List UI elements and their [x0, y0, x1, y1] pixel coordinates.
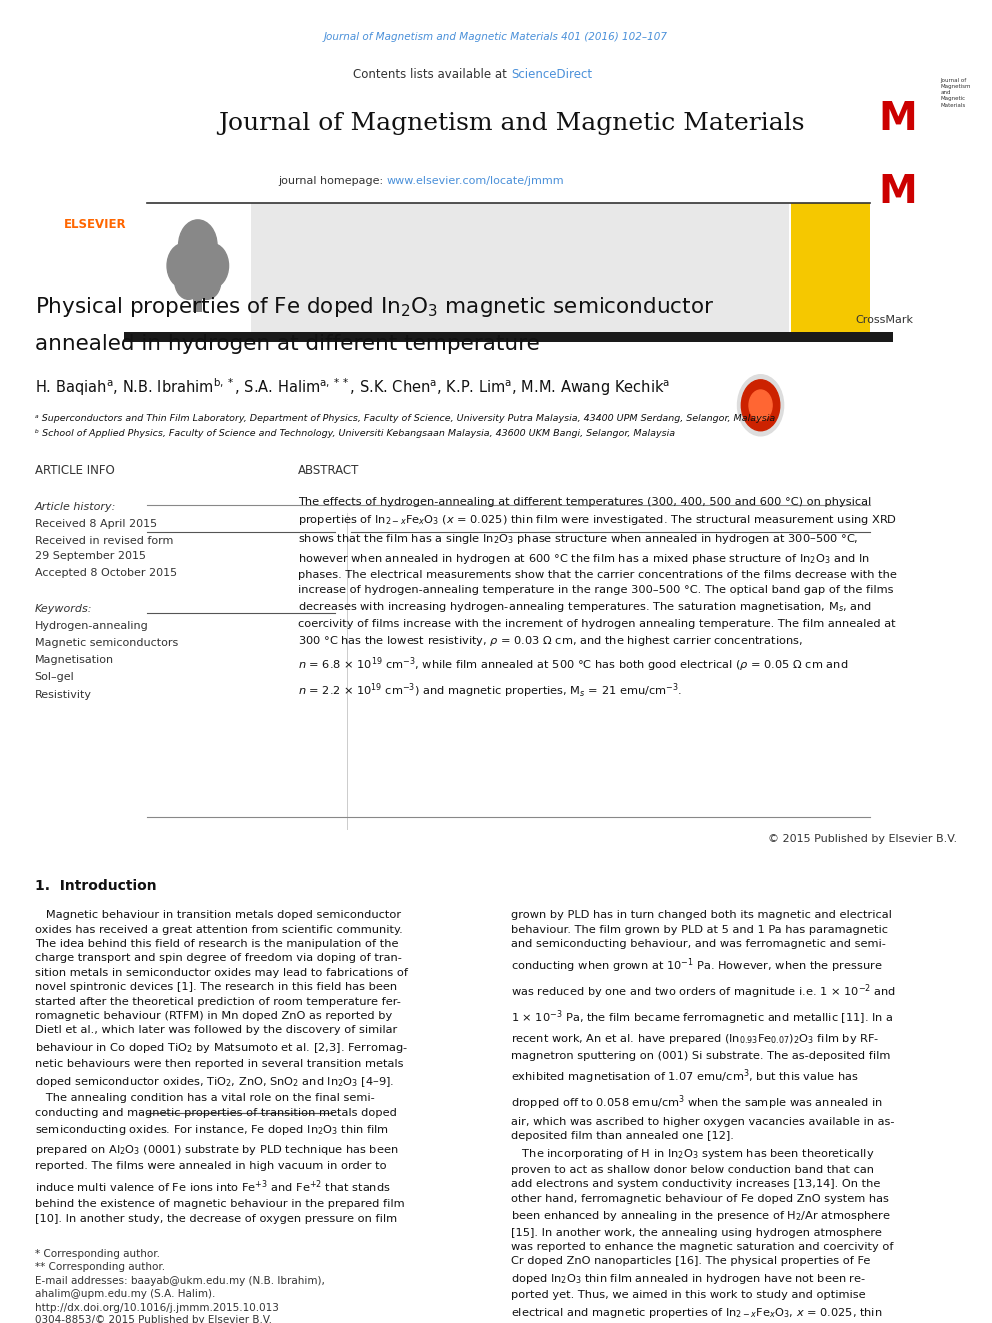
- Text: Sol–gel: Sol–gel: [35, 672, 74, 683]
- Text: * Corresponding author.: * Corresponding author.: [35, 1249, 160, 1259]
- Text: CrossMark: CrossMark: [855, 315, 913, 325]
- Text: Physical properties of Fe doped In$_2$O$_3$ magnetic semiconductor: Physical properties of Fe doped In$_2$O$…: [35, 295, 714, 319]
- Text: journal homepage:: journal homepage:: [278, 176, 387, 187]
- Text: Hydrogen-annealing: Hydrogen-annealing: [35, 620, 149, 631]
- Text: Received 8 April 2015: Received 8 April 2015: [35, 519, 157, 529]
- Text: Magnetic semiconductors: Magnetic semiconductors: [35, 638, 178, 648]
- Text: Magnetic behaviour in transition metals doped semiconductor
oxides has received : Magnetic behaviour in transition metals …: [35, 910, 408, 1224]
- Text: H. Baqiah$^{\rm a}$, N.B. Ibrahim$^{\rm b,*}$, S.A. Halim$^{\rm a,**}$, S.K. Che: H. Baqiah$^{\rm a}$, N.B. Ibrahim$^{\rm …: [35, 377, 670, 398]
- Text: ABSTRACT: ABSTRACT: [298, 464, 359, 478]
- Bar: [124, 332, 893, 343]
- Text: Contents lists available at: Contents lists available at: [353, 67, 511, 81]
- Text: Accepted 8 October 2015: Accepted 8 October 2015: [35, 568, 177, 578]
- Text: M: M: [878, 173, 918, 210]
- Text: http://dx.doi.org/10.1016/j.jmmm.2015.10.013: http://dx.doi.org/10.1016/j.jmmm.2015.10…: [35, 1303, 279, 1314]
- Text: Received in revised form: Received in revised form: [35, 536, 173, 546]
- Bar: [147, 202, 251, 337]
- Text: ScienceDirect: ScienceDirect: [511, 67, 592, 81]
- Text: Resistivity: Resistivity: [35, 689, 91, 700]
- Text: Journal of Magnetism and Magnetic Materials 401 (2016) 102–107: Journal of Magnetism and Magnetic Materi…: [324, 32, 668, 42]
- Bar: [147, 202, 789, 337]
- Text: Keywords:: Keywords:: [35, 603, 92, 614]
- Circle shape: [179, 220, 217, 271]
- Text: ELSEVIER: ELSEVIER: [63, 218, 127, 232]
- Text: ARTICLE INFO: ARTICLE INFO: [35, 464, 114, 478]
- Text: ᵃ Superconductors and Thin Film Laboratory, Department of Physics, Faculty of Sc: ᵃ Superconductors and Thin Film Laborato…: [35, 414, 775, 422]
- Text: M: M: [878, 101, 918, 138]
- Text: annealed in hydrogen at different temperature: annealed in hydrogen at different temper…: [35, 333, 540, 355]
- Text: E-mail addresses: baayab@ukm.edu.my (N.B. Ibrahim),: E-mail addresses: baayab@ukm.edu.my (N.B…: [35, 1275, 324, 1286]
- Text: © 2015 Published by Elsevier B.V.: © 2015 Published by Elsevier B.V.: [768, 833, 957, 844]
- Text: 1.  Introduction: 1. Introduction: [35, 880, 157, 893]
- Text: ** Corresponding author.: ** Corresponding author.: [35, 1262, 165, 1273]
- Bar: [193, 286, 202, 312]
- Circle shape: [194, 243, 228, 288]
- Text: Article history:: Article history:: [35, 501, 116, 512]
- Text: ahalim@upm.edu.my (S.A. Halim).: ahalim@upm.edu.my (S.A. Halim).: [35, 1289, 215, 1299]
- Circle shape: [749, 390, 772, 421]
- Text: Journal of
Magnetism
and
Magnetic
Materials: Journal of Magnetism and Magnetic Materi…: [940, 78, 971, 107]
- Text: The effects of hydrogen-annealing at different temperatures (300, 400, 500 and 6: The effects of hydrogen-annealing at dif…: [298, 497, 897, 700]
- Text: Journal of Magnetism and Magnetic Materials: Journal of Magnetism and Magnetic Materi…: [217, 111, 805, 135]
- Circle shape: [741, 380, 780, 431]
- Bar: [792, 202, 870, 339]
- Text: ᵇ School of Applied Physics, Faculty of Science and Technology, Universiti Keban: ᵇ School of Applied Physics, Faculty of …: [35, 430, 675, 438]
- Text: 29 September 2015: 29 September 2015: [35, 550, 146, 561]
- Text: grown by PLD has in turn changed both its magnetic and electrical
behaviour. The: grown by PLD has in turn changed both it…: [511, 910, 896, 1323]
- Circle shape: [193, 263, 221, 299]
- Text: www.elsevier.com/locate/jmmm: www.elsevier.com/locate/jmmm: [387, 176, 564, 187]
- Text: 0304-8853/© 2015 Published by Elsevier B.V.: 0304-8853/© 2015 Published by Elsevier B…: [35, 1315, 272, 1323]
- Text: Magnetisation: Magnetisation: [35, 655, 114, 665]
- Circle shape: [737, 374, 784, 435]
- Circle shape: [175, 263, 202, 299]
- Circle shape: [167, 243, 200, 288]
